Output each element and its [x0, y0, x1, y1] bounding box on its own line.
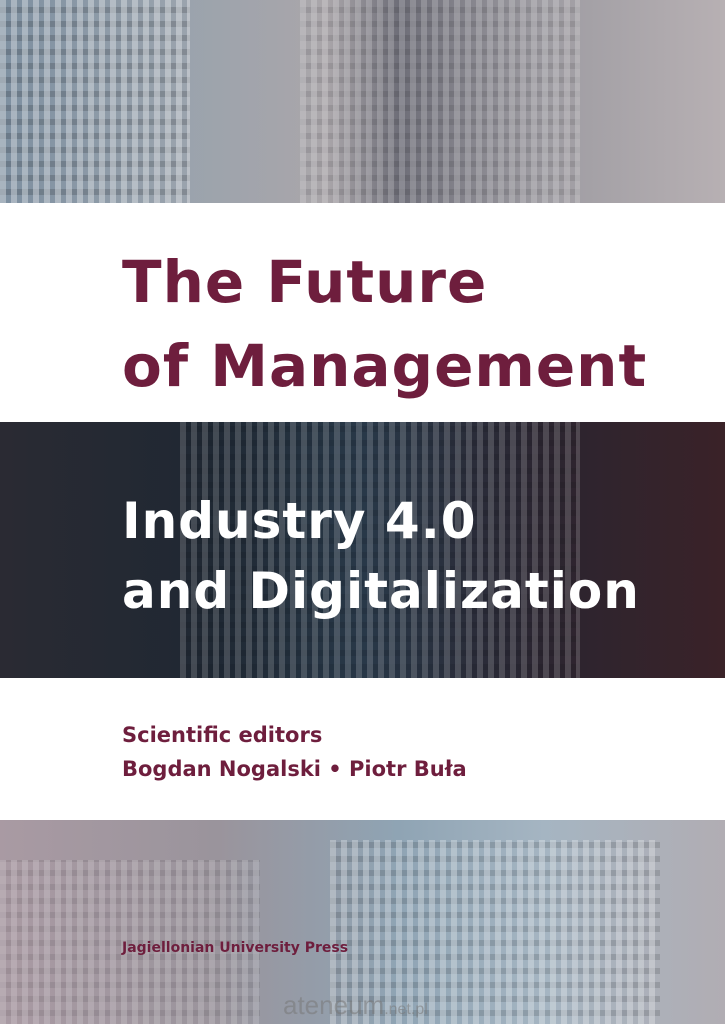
building-windows — [300, 0, 580, 203]
publisher: Jagiellonian University Press — [122, 940, 349, 956]
cover-photo-bottom — [0, 820, 725, 1024]
subtitle-line: and Digitalization — [122, 562, 640, 620]
book-title: The Future of Management — [122, 240, 647, 408]
watermark-main: ateneum — [283, 990, 385, 1020]
subtitle-line: Industry 4.0 — [122, 492, 477, 550]
title-line: of Management — [122, 332, 648, 400]
book-subtitle: Industry 4.0 and Digitalization — [122, 486, 640, 626]
building-windows — [330, 840, 660, 1024]
building-windows — [0, 0, 190, 203]
title-band — [0, 203, 725, 422]
watermark-suffix: .net.pl — [384, 1001, 428, 1018]
cover-photo-top — [0, 0, 725, 203]
editors: Scientific editors Bogdan Nogalski • Pio… — [122, 718, 467, 786]
watermark: ateneum.net.pl — [283, 990, 428, 1021]
cover-photo-middle — [0, 422, 725, 678]
building-windows — [0, 860, 260, 1024]
editors-band — [0, 678, 725, 820]
editors-names: Bogdan Nogalski • Piotr Buła — [122, 757, 467, 781]
title-line: The Future — [122, 248, 488, 316]
building-windows — [180, 422, 580, 678]
editors-label: Scientific editors — [122, 723, 323, 747]
